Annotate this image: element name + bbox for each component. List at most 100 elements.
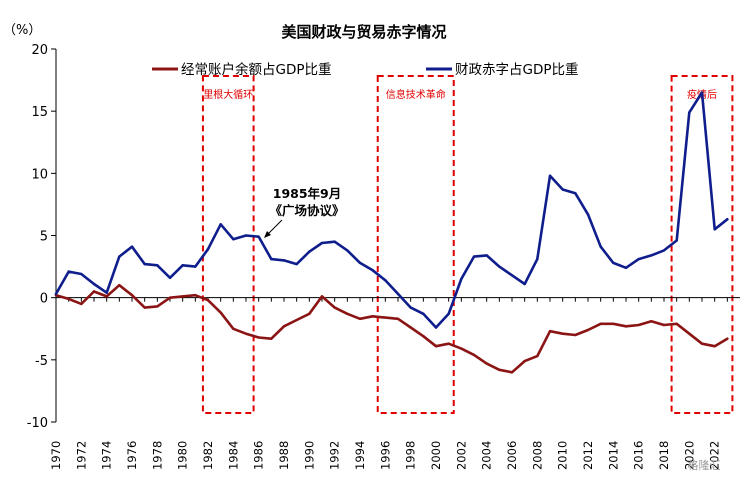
fiscal-deficit-point — [295, 262, 298, 266]
x-tick-label: 1992 — [328, 441, 342, 470]
highlight-zone-box — [670, 75, 734, 414]
current-account-point — [295, 318, 298, 322]
fiscal-deficit-point — [523, 282, 526, 286]
current-account-point — [510, 371, 514, 374]
y-tick-label: 5 — [40, 230, 48, 245]
current-account-point — [612, 322, 615, 325]
plaza-accord-date: 1985年9月 — [273, 186, 342, 201]
fiscal-deficit-point — [257, 235, 260, 238]
current-account-point — [346, 312, 349, 316]
fiscal-deficit-point — [80, 272, 83, 276]
y-tick-label: 15 — [31, 105, 48, 120]
x-tick-label: 2010 — [556, 441, 570, 470]
watermark-text: 格隆汇 — [688, 458, 721, 472]
fiscal-deficit-point — [434, 326, 438, 329]
fiscal-deficit-point — [662, 249, 666, 252]
fiscal-deficit-point — [422, 312, 425, 316]
fiscal-deficit-point — [561, 188, 564, 191]
x-ticks: 1970 1972 1974 1976 1978 1980 1982 1984 1986 1988… — [49, 297, 728, 470]
x-tick-label: 2002 — [454, 441, 468, 470]
current-account-point — [536, 354, 539, 358]
fiscal-deficit-point — [346, 249, 349, 252]
current-account-point — [396, 317, 400, 321]
current-account-point — [688, 332, 691, 335]
x-tick-label: 2012 — [581, 441, 595, 470]
x-tick-label: 2022 — [708, 441, 722, 470]
highlight-zones: 里根大循环 信息技术革命 疫情后 — [201, 75, 734, 414]
current-account-point — [67, 297, 70, 301]
fiscal-deficit-point — [219, 223, 222, 226]
highlight-zone-label: 里根大循环 — [203, 88, 253, 101]
current-account-point — [498, 368, 501, 371]
fiscal-deficit-point — [713, 228, 716, 231]
x-tick-label: 1986 — [252, 441, 266, 470]
current-account-point — [333, 306, 336, 309]
x-tick-label: 2020 — [682, 441, 696, 470]
fiscal-deficit-point — [54, 292, 58, 296]
current-account-point — [206, 298, 210, 302]
current-account-point — [105, 295, 108, 298]
plaza-accord-arrow-head — [264, 231, 271, 238]
current-account-point — [371, 315, 374, 318]
current-account-point — [270, 337, 273, 340]
x-tick-label: 2014 — [606, 441, 620, 470]
y-tick-label: 10 — [31, 167, 48, 182]
fiscal-deficit-point — [105, 291, 108, 294]
current-account-point — [472, 353, 476, 357]
legend: 经常账户余额占GDP比重 财政赤字占GDP比重 — [152, 61, 579, 78]
current-account-point — [422, 335, 425, 338]
x-tick-label: 2008 — [530, 441, 544, 470]
current-account-point — [384, 316, 387, 319]
current-account-point — [624, 325, 628, 328]
fiscal-deficit-point — [396, 292, 400, 296]
fiscal-deficit-point — [485, 254, 488, 257]
fiscal-deficit-point — [447, 312, 450, 316]
current-account-point — [80, 302, 83, 306]
x-tick-label: 1994 — [353, 441, 367, 470]
fiscal-deficit-point — [599, 245, 602, 248]
current-account-point — [194, 293, 197, 297]
current-account-point — [168, 296, 172, 299]
current-account-point — [599, 322, 602, 325]
highlight-zone-label: 信息技术革命 — [386, 88, 446, 101]
x-tick-label: 2016 — [632, 441, 646, 470]
fiscal-deficit-point — [498, 265, 501, 268]
chart-title: 美国财政与贸易赤字情况 — [281, 23, 446, 41]
fiscal-deficit-point — [130, 245, 134, 248]
legend-label-current-account: 经常账户余额占GDP比重 — [181, 61, 332, 78]
plaza-accord-label: 《广场协议》 — [269, 203, 344, 218]
x-tick-label: 1972 — [74, 441, 88, 470]
y-tick-label: -10 — [27, 416, 48, 431]
current-account-point — [650, 320, 653, 323]
fiscal-deficit-point — [358, 261, 362, 265]
x-tick-label: 2000 — [429, 441, 443, 470]
x-tick-label: 1970 — [49, 441, 63, 470]
current-account-line — [54, 283, 729, 374]
y-tick-label: 20 — [31, 43, 48, 58]
fiscal-deficit-point — [460, 277, 463, 281]
x-tick-label: 1996 — [378, 441, 392, 470]
x-tick-label: 2018 — [657, 441, 671, 470]
x-tick-label: 1990 — [302, 441, 316, 470]
fiscal-deficit-point — [586, 213, 590, 216]
x-tick-label: 2006 — [505, 441, 519, 470]
x-tick-label: 1984 — [226, 441, 240, 470]
current-account-point — [447, 342, 450, 345]
fiscal-deficit-point — [168, 276, 172, 279]
current-account-point — [662, 323, 666, 327]
fiscal-deficit-point — [232, 238, 235, 241]
current-account-point — [308, 312, 311, 316]
x-tick-label: 1976 — [125, 441, 139, 470]
y-tick-label: -5 — [35, 354, 48, 369]
fiscal-deficit-point — [371, 269, 374, 272]
current-account-point — [726, 337, 729, 340]
plaza-accord-annotation: 1985年9月 《广场协议》 — [264, 186, 345, 238]
x-tick-label: 1974 — [100, 441, 114, 470]
fiscal-deficit-point — [143, 262, 146, 266]
current-account-point — [130, 293, 134, 297]
fiscal-deficit-point — [270, 257, 273, 261]
current-account-point — [232, 327, 235, 330]
fiscal-deficit-point — [688, 111, 691, 114]
current-account-point — [92, 290, 96, 293]
